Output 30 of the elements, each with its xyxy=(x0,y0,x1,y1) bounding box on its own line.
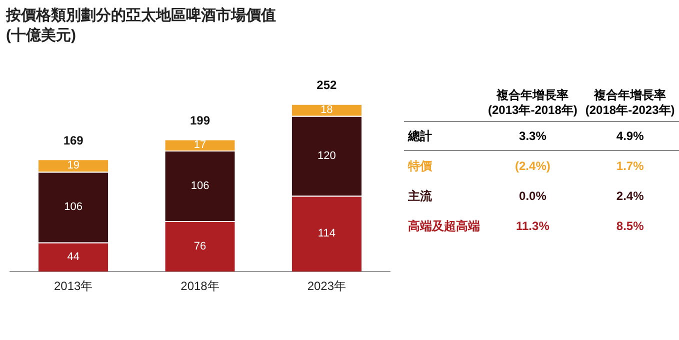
data-label: 18 xyxy=(320,104,333,116)
text: 總計 xyxy=(404,122,484,150)
text: 4.9% xyxy=(581,122,679,150)
data-label: 106 xyxy=(190,180,210,192)
text: 3.3% xyxy=(484,122,582,150)
x-tick-label: 2018年 xyxy=(180,279,220,294)
data-label: 106 xyxy=(64,201,83,214)
text: 8.5% xyxy=(615,218,645,235)
text: 1.7% xyxy=(615,158,645,175)
text: 主流 xyxy=(407,188,433,204)
data-label: 114 xyxy=(318,228,336,240)
data-label: 120 xyxy=(317,150,336,162)
text: (2.4%) xyxy=(514,158,552,175)
total-label: 199 xyxy=(190,114,210,128)
text: 11.3% xyxy=(515,218,550,235)
data-label: 44 xyxy=(67,250,80,263)
text: 複合年增長率 (2013年-2018年) xyxy=(484,88,582,122)
x-tick-label: 2013年 xyxy=(54,279,93,294)
text: 複合年增長率 (2018年-2023年) xyxy=(581,88,679,122)
total-label: 169 xyxy=(63,133,84,148)
data-label: 17 xyxy=(194,138,206,151)
text: 特價 xyxy=(406,158,433,174)
text: 0.0% xyxy=(518,188,548,205)
text: 2.4% xyxy=(615,188,645,205)
text: 高端及超高端 xyxy=(407,218,481,234)
data-label: 76 xyxy=(194,240,206,252)
chart-title: 按價格類別劃分的亞太地區啤酒市場價值 (十億美元) xyxy=(6,6,276,46)
data-label: 19 xyxy=(67,160,80,172)
total-label: 252 xyxy=(316,78,337,92)
x-tick-label: 2023年 xyxy=(307,279,346,294)
